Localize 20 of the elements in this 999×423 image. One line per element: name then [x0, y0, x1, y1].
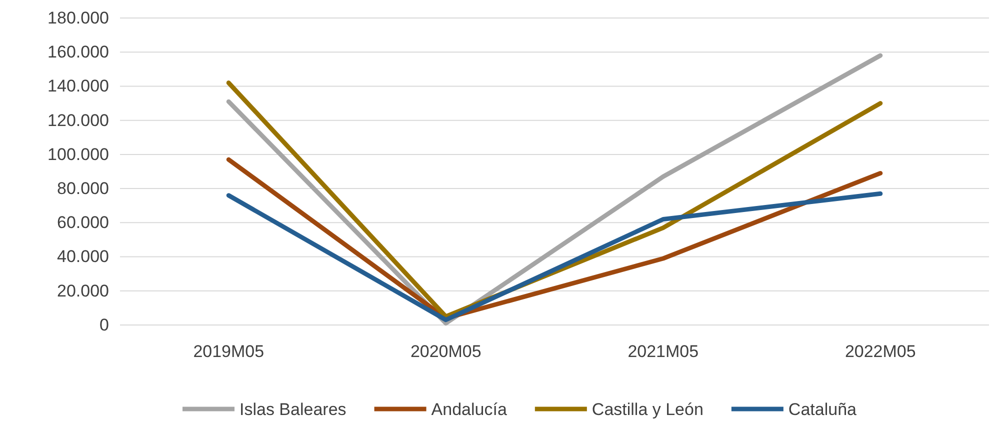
y-tick-label: 80.000 — [57, 178, 109, 198]
legend-label: Castilla y León — [592, 400, 704, 419]
legend-label: Cataluña — [788, 400, 858, 419]
x-tick-label: 2021M05 — [628, 342, 699, 362]
y-tick-label: 60.000 — [57, 213, 109, 232]
x-tick-label: 2022M05 — [844, 342, 916, 362]
y-tick-label: 160.000 — [48, 42, 109, 62]
y-tick-label: 100.000 — [48, 144, 109, 164]
legend-label: Islas Baleares — [240, 400, 346, 419]
legend-label: Andalucía — [431, 400, 508, 419]
y-tick-label: 140.000 — [48, 76, 109, 96]
y-tick-label: 180.000 — [48, 8, 109, 28]
x-tick-label: 2019M05 — [193, 342, 264, 362]
y-tick-label: 120.000 — [48, 110, 109, 130]
y-tick-label: 20.000 — [57, 281, 109, 300]
y-tick-label: 40.000 — [57, 247, 109, 266]
line-series — [226, 191, 883, 322]
x-tick-label: 2020M05 — [410, 342, 482, 362]
y-tick-label: 0 — [100, 315, 109, 334]
line-series — [226, 157, 883, 320]
